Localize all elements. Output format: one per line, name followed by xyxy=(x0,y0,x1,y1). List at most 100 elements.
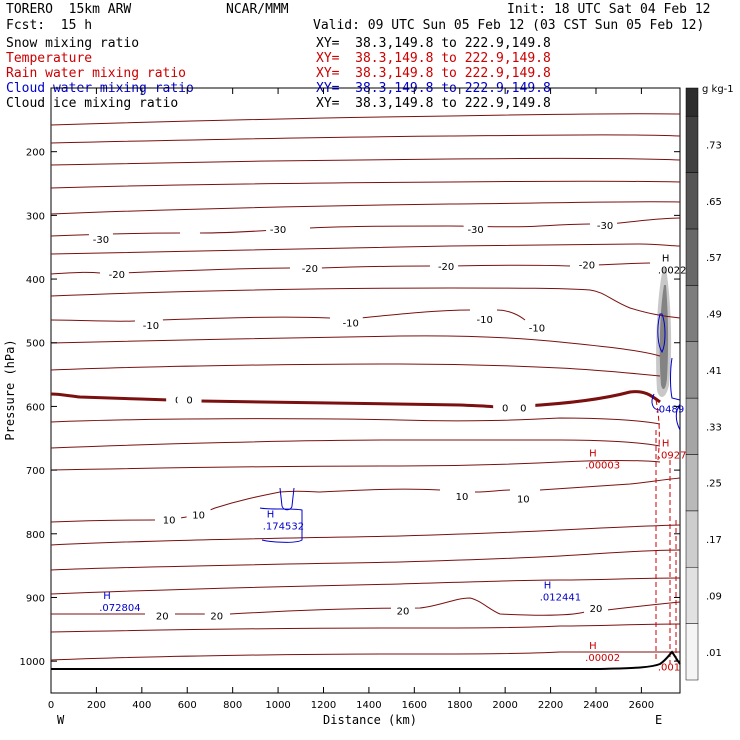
colorbar-segment xyxy=(685,510,699,568)
x-tick-label: 2000 xyxy=(492,700,517,711)
endpoint-right: E xyxy=(655,713,662,727)
temperature-label: -20 xyxy=(438,262,454,273)
colorbar-level-label: .73 xyxy=(706,140,722,151)
colorbar-level-label: .33 xyxy=(706,422,722,433)
temperature-labels: -30-30-30-30-20-20-20-20-10-10-10-100000… xyxy=(88,219,618,623)
colorbar-level-label: .17 xyxy=(706,535,722,546)
x-tick-label: 1800 xyxy=(447,700,472,711)
temperature-label: 10 xyxy=(192,510,205,521)
x-tick-label: 2600 xyxy=(629,700,654,711)
temperature-label-bg xyxy=(297,261,322,274)
colorbar-segment xyxy=(685,566,699,624)
x-tick-label: 1000 xyxy=(265,700,290,711)
temperature-label: 20 xyxy=(156,612,169,623)
temperature-label: 10 xyxy=(517,494,530,505)
colorbar-level-label: .09 xyxy=(706,591,722,602)
valid-time: Valid: 09 UTC Sun 05 Feb 12 (03 CST Sun … xyxy=(313,18,705,33)
temperature-label-bg xyxy=(204,609,229,622)
temperature-label-bg xyxy=(266,223,291,236)
temperature-label: 0 xyxy=(520,403,526,414)
temperature-label: -10 xyxy=(343,319,359,330)
colorbar-level-label: .25 xyxy=(706,479,722,490)
temperature-label-bg xyxy=(463,223,488,236)
colorbar-segment xyxy=(685,87,699,117)
colorbar-segment xyxy=(685,397,699,455)
temperature-label-bg xyxy=(524,321,549,334)
x-tick-label: 2400 xyxy=(583,700,608,711)
temperature-contours xyxy=(50,113,681,661)
x-tick-label: 0 xyxy=(48,700,54,711)
colorbar-level-label: .57 xyxy=(706,253,722,264)
temperature-label-bg xyxy=(138,319,163,332)
x-axis-title: Distance (km) xyxy=(323,713,417,727)
maximum-marker: H xyxy=(589,448,597,459)
field-name-temperature: Temperature xyxy=(6,51,93,66)
organization: NCAR/MMM xyxy=(226,2,289,17)
temperature-label-bg xyxy=(511,401,536,414)
field-xy-cloud-ice: XY= 38.3,149.8 to 222.9,149.8 xyxy=(316,96,551,111)
temperature-label: -30 xyxy=(93,235,109,246)
y-tick-label: 900 xyxy=(26,593,45,604)
maxima-labels: H.174532H.072804H.012441.0489H.00003H.09… xyxy=(99,254,693,674)
x-tick-label: 1600 xyxy=(402,700,427,711)
temperature-label-bg xyxy=(104,268,129,281)
y-tick-label: 200 xyxy=(26,148,45,159)
field-xy-rain: XY= 38.3,149.8 to 222.9,149.8 xyxy=(316,66,551,81)
maximum-value: .174532 xyxy=(263,522,304,533)
temperature-label-bg xyxy=(434,259,459,272)
y-tick-label: 1000 xyxy=(20,657,45,668)
temperature-label-bg xyxy=(472,312,497,325)
temperature-label-bg xyxy=(593,219,618,232)
temperature-label: -30 xyxy=(270,225,286,236)
maximum-value: .00003 xyxy=(585,460,620,471)
field-name-rain: Rain water mixing ratio xyxy=(6,66,187,81)
y-tick-label: 400 xyxy=(26,275,45,286)
colorbar-segment xyxy=(685,172,699,230)
temperature-label-bg xyxy=(177,393,202,406)
freezing-line xyxy=(50,390,661,409)
cloud-water-contours xyxy=(259,313,681,543)
temperature-label-bg xyxy=(186,508,211,521)
maximum-marker: H xyxy=(662,254,670,265)
y-tick-label: 300 xyxy=(26,211,45,222)
y-tick-label: 700 xyxy=(26,466,45,477)
maximum-value: .001 xyxy=(658,662,680,673)
temperature-label-bg xyxy=(493,401,518,414)
temperature-label: 10 xyxy=(456,492,469,503)
x-tick-label: 1400 xyxy=(356,700,381,711)
x-tick-label: 1200 xyxy=(311,700,336,711)
temperature-label-bg xyxy=(157,513,182,526)
init-time: Init: 18 UTC Sat 04 Feb 12 xyxy=(507,2,711,17)
temperature-label: 10 xyxy=(163,515,176,526)
colorbar-level-label: .41 xyxy=(706,366,722,377)
temperature-label-bg xyxy=(338,316,363,329)
temperature-label-bg xyxy=(150,609,175,622)
maximum-value: .012441 xyxy=(540,592,581,603)
temperature-label-bg xyxy=(88,233,113,246)
colorbar-level-label: .65 xyxy=(706,197,722,208)
maximum-marker: H xyxy=(103,591,111,602)
forecast-hour: Fcst: 15 h xyxy=(6,18,93,33)
colorbar-segment xyxy=(685,285,699,342)
field-name-cloud-water: Cloud water mixing ratio xyxy=(6,81,194,96)
y-axis-title: Pressure (hPa) xyxy=(3,339,17,440)
colorbar-segment xyxy=(685,341,699,399)
x-tick-label: 600 xyxy=(178,700,197,711)
colorbar-level-label: .01 xyxy=(706,648,722,659)
colorbar: .01 .09 .17 .25 .33 .41 .49 .57 .65 .73 xyxy=(685,87,722,681)
temperature-label-bg xyxy=(574,258,599,271)
colorbar-segment xyxy=(685,623,699,681)
maximum-marker: H xyxy=(662,438,670,449)
maximum-value: .0022 xyxy=(658,266,687,277)
x-tick-label: 800 xyxy=(223,700,242,711)
colorbar-level-label: .49 xyxy=(706,310,722,321)
terrain-line xyxy=(51,650,681,670)
maximum-value: .09278 xyxy=(658,450,693,461)
field-name-snow: Snow mixing ratio xyxy=(6,36,140,51)
endpoint-left: W xyxy=(57,713,65,727)
temperature-label: 0 xyxy=(186,396,192,407)
temperature-label: 20 xyxy=(210,612,223,623)
temperature-label: -20 xyxy=(302,264,318,275)
maximum-value: .072804 xyxy=(99,603,140,614)
